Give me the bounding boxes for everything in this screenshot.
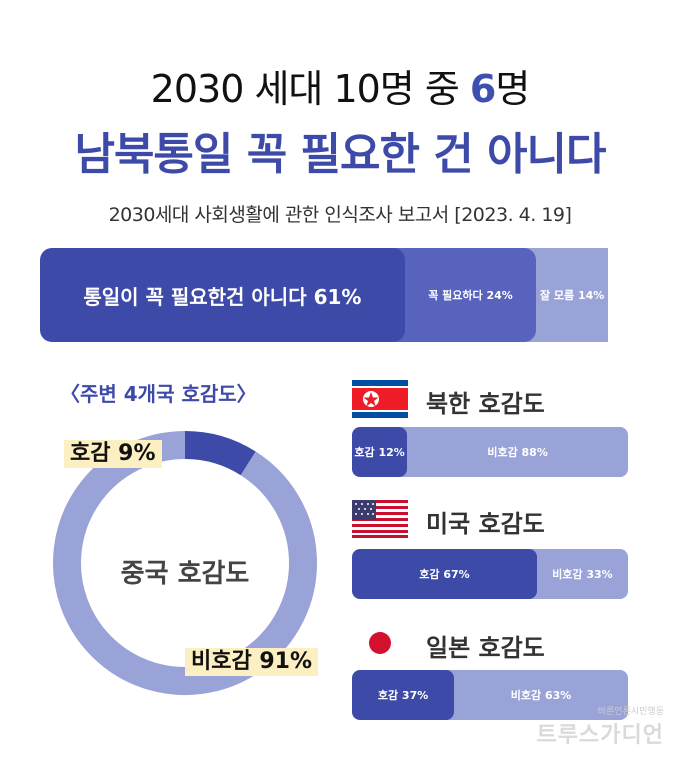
north-korea-bar: 호감 12% 비호감 88% [352,427,628,477]
report-subtitle: 2030세대 사회생활에 관한 인식조사 보고서 [2023. 4. 19] [108,204,572,226]
china-unfavorable-label: 비호감 91% [185,648,319,676]
japan-flag-icon [369,632,391,654]
japan-title: 일본 호감도 [426,634,545,662]
bar-segment-favorable: 호감 37% [352,670,455,720]
north-korea-flag-icon [352,380,408,418]
bar-segment-unfavorable: 비호감 63% [446,670,628,720]
bar-segment-necessary: 꼭 필요하다 24% [392,248,537,342]
bar-segment-favorable: 호감 67% [352,549,537,599]
donut-center-label: 중국 호감도 [120,559,250,589]
bar-segment-unfavorable: 비호감 33% [528,549,628,599]
north-korea-title: 북한 호감도 [426,390,545,418]
headline-suffix: 명 [495,67,530,111]
donut-slice-favorable [184,431,256,476]
usa-flag-icon [352,500,408,538]
headline-prefix: 2030 세대 10명 중 [150,67,470,111]
usa-title: 미국 호감도 [426,510,545,538]
japan-bar: 호감 37% 비호감 63% [352,670,628,720]
bar-segment-not-necessary: 통일이 꼭 필요한건 아니다 61% [40,248,405,342]
bar-segment-unknown: 잘 모름 14% [524,248,608,342]
headline-highlight: 6 [469,67,496,111]
china-favorable-label: 호감 9% [64,440,162,468]
donut-slice-unfavorable [53,431,317,695]
usa-bar: 호감 67% 비호감 33% [352,549,628,599]
watermark-org: 바른언론시민행동 [597,707,664,717]
section-title: 〈주변 4개국 호감도〉 [60,382,257,406]
watermark-brand: 트루스가디언 [536,723,664,748]
headline-line1: 2030 세대 10명 중 6명 [0,58,680,113]
bar-segment-unfavorable: 비호감 88% [399,427,628,477]
unification-opinion-bar: 통일이 꼭 필요한건 아니다 61% 꼭 필요하다 24% 잘 모름 14% [40,248,632,342]
headline-line2: 남북통일 꼭 필요한 건 아니다 [74,129,606,180]
china-donut-chart [50,428,320,698]
watermark: 바른언론시민행동 트루스가디언 [537,704,664,749]
bar-segment-favorable: 호감 12% [352,427,408,477]
